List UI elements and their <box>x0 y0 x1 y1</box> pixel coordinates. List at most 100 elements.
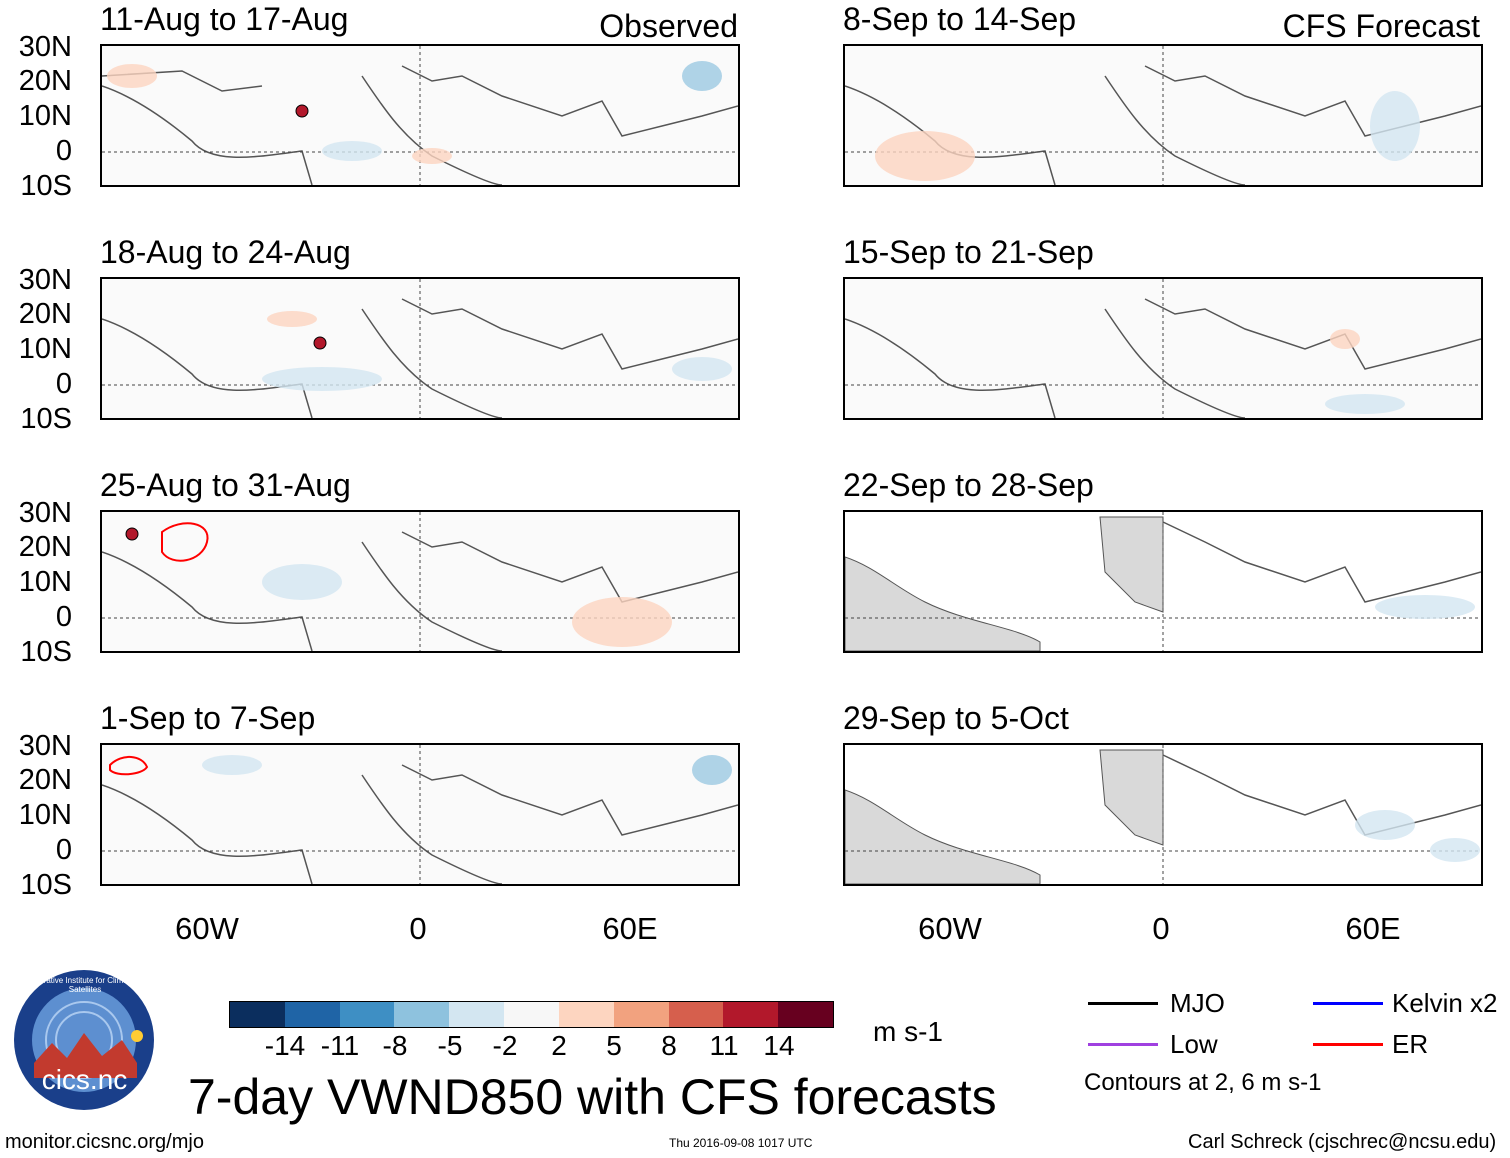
colorbar-swatch <box>394 1002 450 1027</box>
colorbar-tick-label: 8 <box>661 1030 677 1061</box>
lat-label: 0 <box>55 601 72 633</box>
colorbar-swatch <box>504 1002 559 1027</box>
legend-label-mjo: MJO <box>1170 988 1225 1018</box>
observed-label: Observed <box>599 8 738 44</box>
lat-label: 0 <box>55 834 72 866</box>
colorbar-swatch <box>284 1002 340 1027</box>
colorbar-tick-label: -5 <box>437 1030 463 1061</box>
panel-title-left-3: 25-Aug to 31-Aug <box>100 467 351 503</box>
map-graphic <box>845 279 1481 418</box>
coastline-africa-asia <box>361 65 738 185</box>
colorbar-tick-label: -2 <box>492 1030 518 1061</box>
map-graphic <box>102 46 738 185</box>
map-graphic <box>102 512 738 651</box>
map-panel-observed-2 <box>100 277 740 420</box>
storm-marker-icon <box>295 104 309 118</box>
panel-title-right-2: 15-Sep to 21-Sep <box>843 234 1094 270</box>
land-shading <box>1099 749 1164 846</box>
land-shading <box>845 789 1041 884</box>
lat-label: 30N <box>18 31 72 63</box>
colorbar-units: m s-1 <box>873 1016 943 1047</box>
lat-label: 10N <box>18 100 72 132</box>
colorbar-swatch <box>668 1002 724 1027</box>
colorbar-tick-label: 11 <box>709 1030 739 1061</box>
land-shading <box>845 556 1041 651</box>
map-panel-forecast-3 <box>843 510 1483 653</box>
lon-label: 60W <box>918 911 982 946</box>
colorbar-swatch <box>778 1002 833 1027</box>
map-panel-observed-4 <box>100 743 740 886</box>
colorbar-tick-label: -14 <box>264 1030 306 1061</box>
coastline-americas <box>102 85 313 185</box>
cics-logo: cics.nc Cooperative Institute for Climat… <box>12 968 157 1113</box>
map-graphic <box>845 46 1481 185</box>
footer-author: Carl Schreck (cjschrec@ncsu.edu) <box>1188 1131 1497 1153</box>
storm-marker-icon <box>313 336 327 350</box>
panel-title-right-4: 29-Sep to 5-Oct <box>843 700 1069 736</box>
lon-label: 0 <box>1152 911 1170 946</box>
colorbar-swatch <box>723 1002 779 1027</box>
er-contour <box>161 522 209 562</box>
map-graphic <box>102 745 738 884</box>
colorbar-swatch <box>558 1002 614 1027</box>
panel-title-left-2: 18-Aug to 24-Aug <box>100 234 351 270</box>
map-panel-forecast-1 <box>843 44 1483 187</box>
lat-label: 10N <box>18 799 72 831</box>
lon-label: 0 <box>409 911 427 946</box>
lat-label: 10S <box>20 869 72 901</box>
colorbar-tick-label: 14 <box>763 1030 795 1061</box>
lat-label: 20N <box>18 65 72 97</box>
map-panel-forecast-4 <box>843 743 1483 886</box>
lat-label: 10N <box>18 566 72 598</box>
forecast-label: CFS Forecast <box>1282 8 1480 44</box>
panel-title-right-3: 22-Sep to 28-Sep <box>843 467 1094 503</box>
map-panel-forecast-2 <box>843 277 1483 420</box>
legend-label-kelvin: Kelvin x2 <box>1392 988 1498 1018</box>
lat-label: 10N <box>18 333 72 365</box>
lat-label: 10S <box>20 403 72 435</box>
legend-label-low: Low <box>1170 1029 1218 1059</box>
lat-label: 20N <box>18 764 72 796</box>
main-title: 7-day VWND850 with CFS forecasts <box>188 1069 997 1125</box>
lon-label: 60E <box>1345 911 1401 946</box>
logo-text: cics.nc <box>41 1064 128 1095</box>
lat-label: 0 <box>55 368 72 400</box>
lat-label: 20N <box>18 298 72 330</box>
lat-label: 30N <box>18 264 72 296</box>
map-panel-observed-1 <box>100 44 740 187</box>
colorbar-tick-label: 2 <box>551 1030 567 1061</box>
er-contour <box>109 756 149 776</box>
map-graphic <box>845 512 1481 651</box>
lon-label: 60W <box>175 911 239 946</box>
lat-label: 30N <box>18 730 72 762</box>
land-shading <box>1099 516 1164 613</box>
colorbar-tick-label: -11 <box>320 1030 360 1061</box>
panel-title-right-1: 8-Sep to 14-Sep <box>843 1 1077 37</box>
colorbar-tick-label: -8 <box>382 1030 408 1061</box>
colorbar-swatch <box>230 1002 285 1027</box>
legend-label-er: ER <box>1392 1029 1429 1059</box>
legend-line-er <box>1313 1043 1383 1046</box>
colorbar-swatch <box>449 1002 505 1027</box>
storm-marker-icon <box>125 527 139 541</box>
lon-label: 60E <box>602 911 658 946</box>
panel-title-left-1: 11-Aug to 17-Aug <box>100 1 349 37</box>
map-panel-observed-3 <box>100 510 740 653</box>
logo-ring-text: Cooperative Institute for Climate and Sa… <box>20 976 150 994</box>
map-graphic <box>845 745 1481 884</box>
panel-title-left-4: 1-Sep to 7-Sep <box>100 700 316 736</box>
colorbar-swatch <box>613 1002 669 1027</box>
colorbar <box>229 1001 834 1028</box>
legend-line-low <box>1088 1043 1158 1046</box>
lat-label: 20N <box>18 531 72 563</box>
lat-label: 30N <box>18 497 72 529</box>
colorbar-tick-label: 5 <box>606 1030 622 1061</box>
legend-line-mjo <box>1088 1002 1158 1005</box>
legend-line-kelvin <box>1313 1002 1383 1005</box>
footer-timestamp: Thu 2016-09-08 1017 UTC <box>669 1136 813 1150</box>
footer-url[interactable]: monitor.cicsnc.org/mjo <box>5 1131 204 1153</box>
map-graphic <box>102 279 738 418</box>
lat-label: 0 <box>55 135 72 167</box>
logo-graphic <box>14 970 154 1110</box>
contours-note: Contours at 2, 6 m s-1 <box>1084 1069 1322 1096</box>
